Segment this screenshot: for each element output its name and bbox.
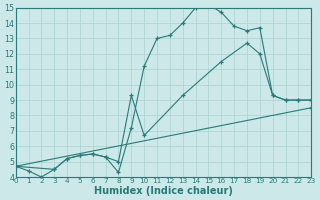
X-axis label: Humidex (Indice chaleur): Humidex (Indice chaleur)	[94, 186, 233, 196]
